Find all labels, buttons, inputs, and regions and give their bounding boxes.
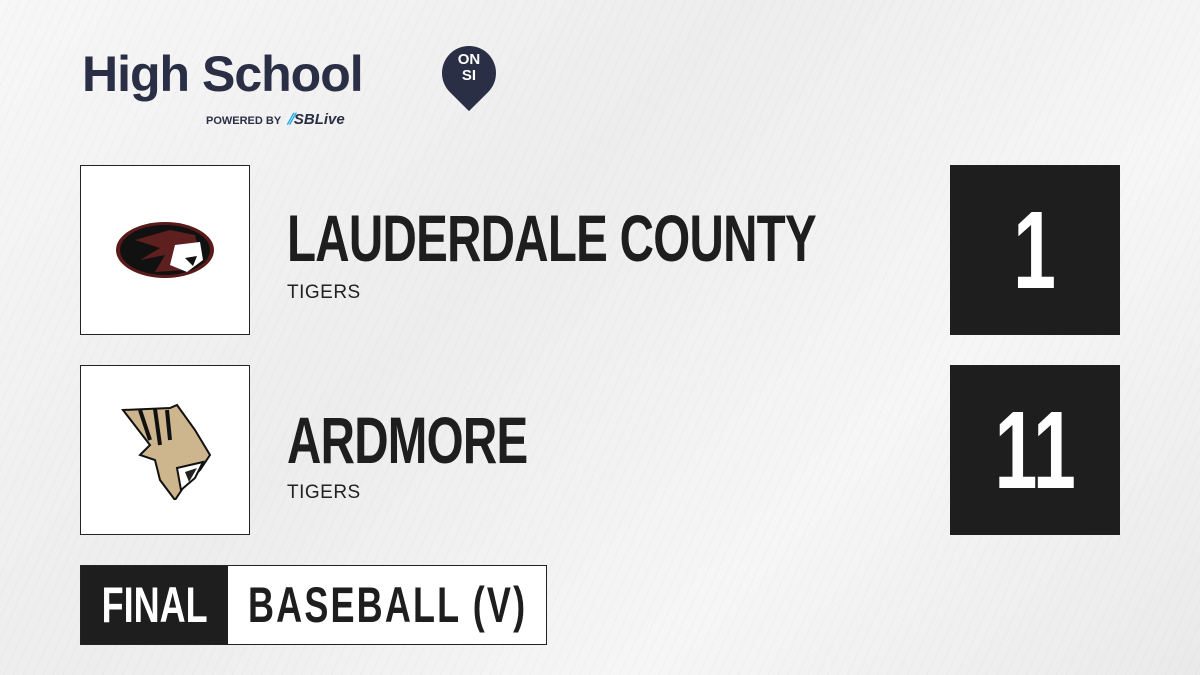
partner-name: SBLive — [293, 111, 345, 128]
sport: BASEBALL (V) — [228, 566, 636, 644]
tiger-oval-logo-icon — [116, 222, 214, 278]
team-logo-ardmore — [80, 365, 250, 535]
game-status: FINAL — [81, 566, 228, 644]
badge-bottom: SI — [461, 67, 477, 84]
sblive-logo: ⫽SBLive — [287, 111, 345, 128]
wildcat-head-logo-icon — [121, 403, 212, 500]
team-name-home: LAUDERDALE COUNTY — [287, 201, 817, 275]
team-name-away: ARDMORE — [287, 403, 528, 477]
score-home-value: 1 — [1013, 188, 1057, 312]
on-si-badge: ON SI — [442, 52, 496, 84]
score-away: 11 — [950, 365, 1120, 535]
high-school-on-si-logo: High School — [82, 46, 364, 102]
badge-top: ON — [457, 51, 481, 68]
powered-by-label: POWERED BY — [206, 115, 282, 127]
team-mascot-home: TIGERS — [287, 282, 361, 303]
team-mascot-away: TIGERS — [287, 482, 361, 503]
sport-label: BASEBALL (V) — [248, 577, 528, 633]
team-logo-lauderdale-county — [80, 165, 250, 335]
score-home: 1 — [950, 165, 1120, 335]
score-away-value: 11 — [994, 388, 1076, 512]
game-status-label: FINAL — [101, 577, 208, 633]
powered-by: POWERED BY ⫽SBLive — [206, 111, 345, 128]
brand-title: High School — [82, 46, 364, 102]
game-status-bar: FINAL BASEBALL (V) — [80, 565, 547, 645]
